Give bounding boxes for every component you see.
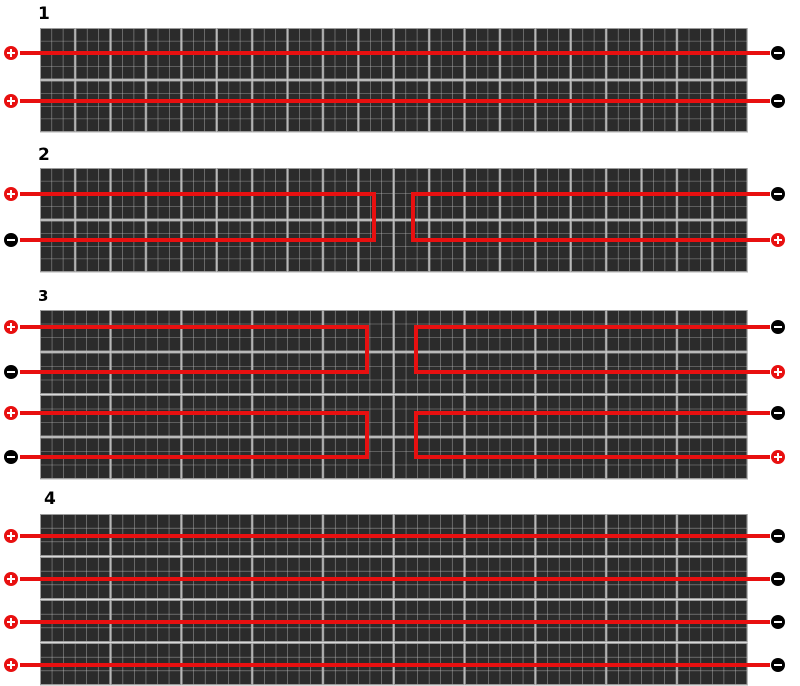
panel-label-3: 3: [38, 287, 49, 305]
string-wire-right: [411, 192, 770, 242]
string-wire-left: [20, 192, 376, 242]
panel-label-4: 4: [44, 489, 56, 509]
panel-label-2: 2: [38, 145, 50, 165]
string-wire-left: [20, 325, 369, 374]
string-wire-right: [414, 325, 770, 374]
string-wire-left: [20, 411, 369, 459]
string-wire-right: [414, 411, 770, 459]
panel-label-1: 1: [38, 4, 50, 24]
